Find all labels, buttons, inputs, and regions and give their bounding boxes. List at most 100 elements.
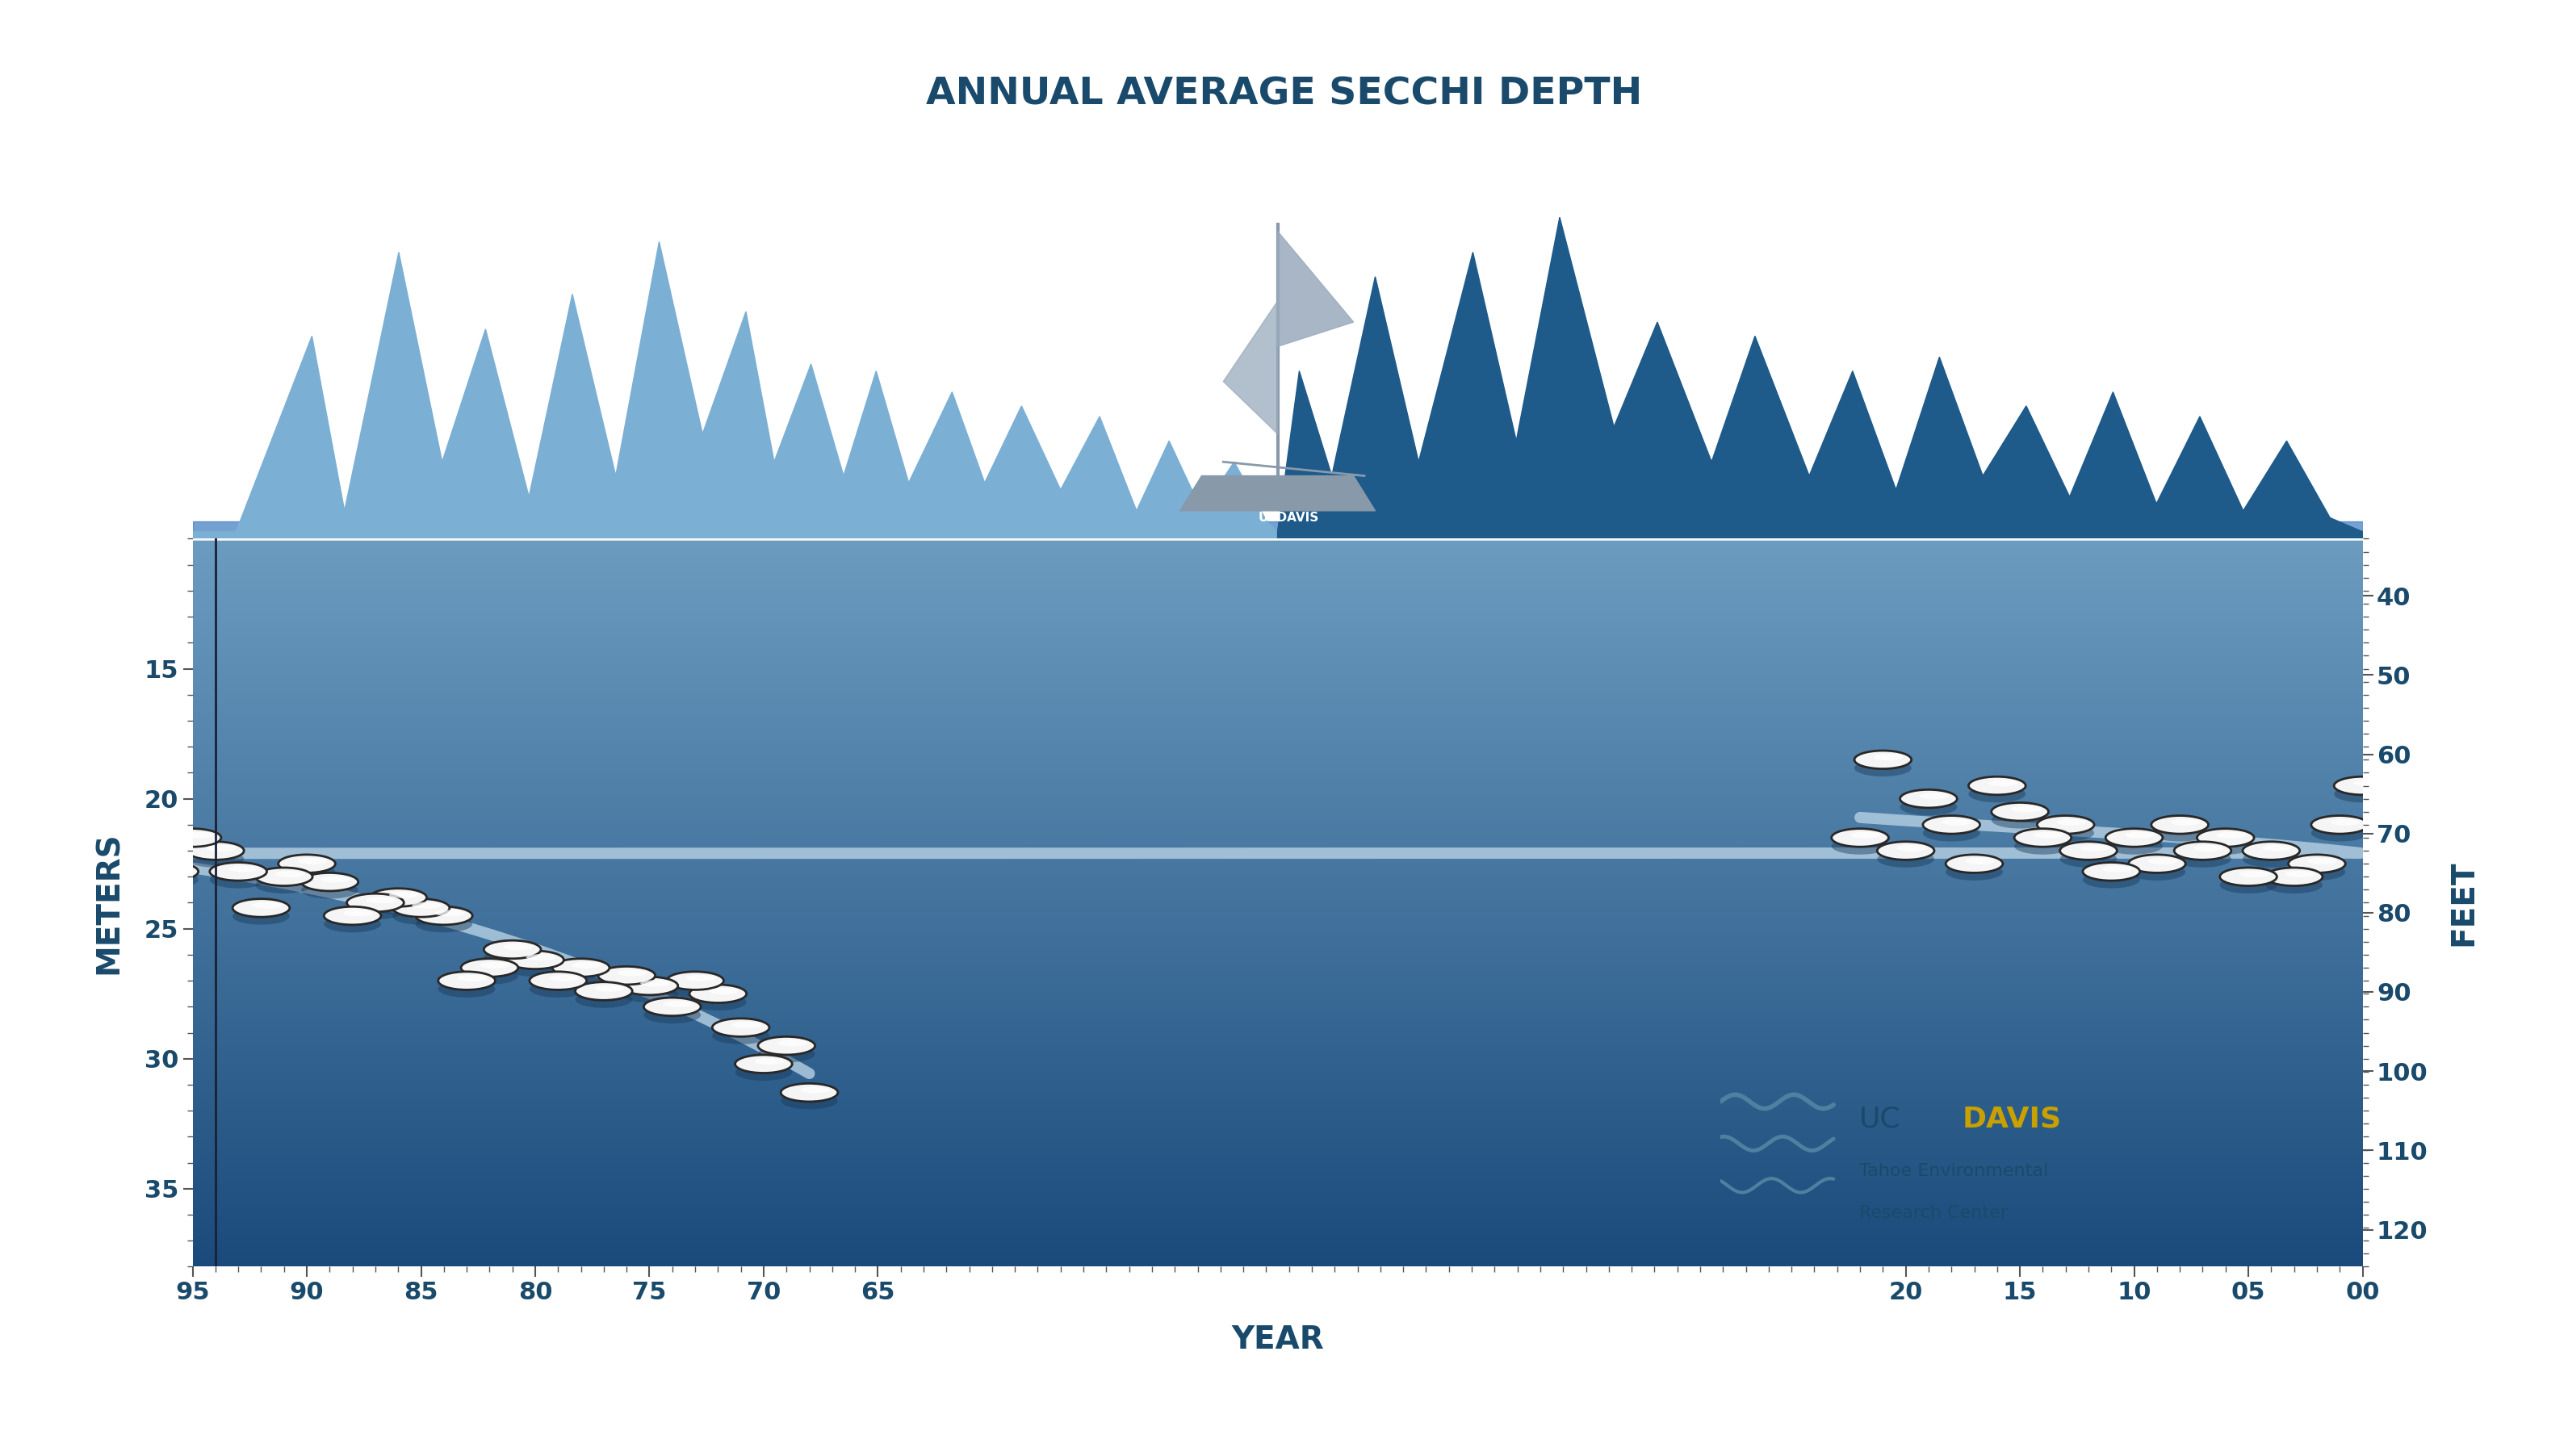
Ellipse shape <box>92 858 121 865</box>
Ellipse shape <box>575 981 632 1000</box>
Bar <box>193 674 2363 677</box>
Ellipse shape <box>434 910 465 916</box>
Ellipse shape <box>2152 815 2208 834</box>
Ellipse shape <box>411 903 442 909</box>
Bar <box>193 651 2363 652</box>
Bar <box>193 641 2363 644</box>
Ellipse shape <box>1947 863 2003 881</box>
Bar <box>193 830 2363 833</box>
Ellipse shape <box>2011 805 2042 812</box>
Bar <box>193 612 2363 614</box>
Bar <box>193 1187 2363 1190</box>
Ellipse shape <box>483 941 542 958</box>
Bar <box>193 849 2363 852</box>
Bar <box>193 1080 2363 1082</box>
Ellipse shape <box>526 954 555 961</box>
Bar <box>193 1259 2363 1262</box>
Ellipse shape <box>621 977 678 994</box>
Bar <box>193 1111 2363 1114</box>
Bar <box>193 658 2363 660</box>
Bar <box>193 716 2363 718</box>
Bar <box>193 866 2363 869</box>
Bar <box>193 1022 2363 1024</box>
Bar <box>193 542 2363 543</box>
Ellipse shape <box>2083 871 2139 888</box>
Ellipse shape <box>1900 798 1957 815</box>
Bar <box>193 878 2363 881</box>
Bar <box>193 578 2363 579</box>
Bar <box>193 1197 2363 1198</box>
Ellipse shape <box>2265 877 2321 894</box>
Bar <box>193 856 2363 859</box>
Bar <box>193 582 2363 585</box>
Bar <box>193 521 2363 539</box>
Ellipse shape <box>1875 754 1903 760</box>
Bar <box>193 811 2363 812</box>
Ellipse shape <box>2124 831 2155 839</box>
Bar <box>193 927 2363 929</box>
Bar <box>193 600 2363 601</box>
Bar <box>193 994 2363 997</box>
Bar <box>193 1140 2363 1143</box>
Bar <box>193 863 2363 866</box>
Bar <box>193 907 2363 910</box>
Bar <box>193 1045 2363 1048</box>
Ellipse shape <box>439 971 496 990</box>
Bar <box>193 601 2363 604</box>
Ellipse shape <box>506 951 565 970</box>
Ellipse shape <box>2147 858 2178 865</box>
Ellipse shape <box>2106 837 2162 855</box>
Bar <box>193 987 2363 990</box>
Ellipse shape <box>616 970 647 976</box>
Polygon shape <box>1222 301 1279 434</box>
Ellipse shape <box>483 949 542 967</box>
Ellipse shape <box>2219 877 2278 894</box>
Bar <box>193 1070 2363 1073</box>
Bar <box>193 869 2363 871</box>
Ellipse shape <box>1918 794 1949 799</box>
Bar <box>193 859 2363 862</box>
Bar <box>193 565 2363 568</box>
Ellipse shape <box>2170 818 2201 826</box>
Ellipse shape <box>1988 780 2018 786</box>
Bar <box>193 932 2363 935</box>
Y-axis label: FEET: FEET <box>2447 859 2478 946</box>
Bar <box>193 936 2363 939</box>
Text: UC: UC <box>1859 1105 1900 1133</box>
Ellipse shape <box>552 958 609 977</box>
Bar <box>193 747 2363 750</box>
Bar <box>193 1038 2363 1041</box>
Bar <box>193 1037 2363 1038</box>
Ellipse shape <box>668 980 724 997</box>
Bar <box>193 1041 2363 1044</box>
Bar <box>193 1117 2363 1118</box>
Bar <box>193 884 2363 885</box>
Bar <box>193 667 2363 670</box>
Bar <box>193 891 2363 893</box>
Bar <box>193 844 2363 847</box>
Bar <box>193 964 2363 965</box>
Bar <box>193 757 2363 760</box>
Ellipse shape <box>2309 858 2337 865</box>
Bar <box>193 1073 2363 1075</box>
Ellipse shape <box>139 818 167 826</box>
Bar <box>193 1015 2363 1016</box>
Ellipse shape <box>2034 831 2062 839</box>
Bar <box>193 1104 2363 1107</box>
Bar <box>193 798 2363 801</box>
Bar <box>193 718 2363 721</box>
Bar <box>193 665 2363 667</box>
Ellipse shape <box>187 842 244 860</box>
Bar <box>193 847 2363 849</box>
Text: ANNUAL AVERAGE SECCHI DEPTH: ANNUAL AVERAGE SECCHI DEPTH <box>927 77 1641 112</box>
Bar <box>193 772 2363 775</box>
Ellipse shape <box>370 897 426 914</box>
Bar <box>193 1198 2363 1201</box>
Bar <box>193 1139 2363 1140</box>
Ellipse shape <box>663 1000 693 1008</box>
Bar <box>193 670 2363 673</box>
Bar <box>193 1162 2363 1165</box>
Ellipse shape <box>2083 862 2139 881</box>
Bar <box>193 1194 2363 1197</box>
Bar <box>193 1168 2363 1169</box>
